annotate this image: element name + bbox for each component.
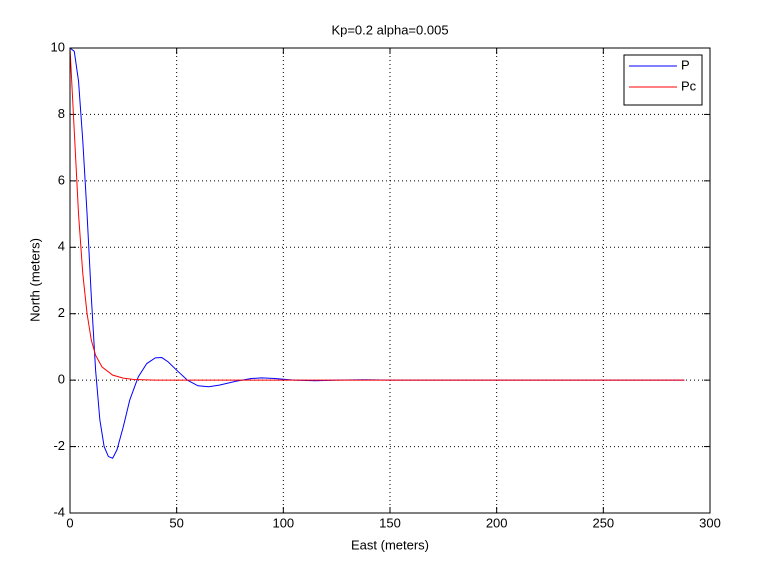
x-tick-label: 100 — [272, 515, 294, 530]
y-tick-label: 10 — [51, 39, 65, 54]
y-tick-label: 6 — [58, 172, 65, 187]
x-tick-label: 50 — [169, 515, 183, 530]
x-axis-label: East (meters) — [351, 537, 429, 552]
y-tick-label: 0 — [58, 372, 65, 387]
y-tick-label: -4 — [53, 504, 65, 519]
x-tick-label: 250 — [592, 515, 614, 530]
y-tick-label: 4 — [58, 239, 65, 254]
chart-title: Kp=0.2 alpha=0.005 — [331, 22, 448, 37]
legend-box — [623, 54, 703, 106]
legend-label: P — [681, 57, 690, 72]
x-tick-label: 300 — [699, 515, 721, 530]
x-tick-label: 200 — [486, 515, 508, 530]
data-line — [69, 47, 685, 381]
x-tick-label: 0 — [66, 515, 73, 530]
y-tick-label: -2 — [53, 438, 65, 453]
x-tick-label: 150 — [379, 515, 401, 530]
y-tick-label: 2 — [58, 305, 65, 320]
y-axis-label: North (meters) — [27, 238, 42, 322]
y-tick-label: 8 — [58, 106, 65, 121]
axes-box — [69, 47, 711, 514]
legend-label: Pc — [681, 78, 697, 93]
